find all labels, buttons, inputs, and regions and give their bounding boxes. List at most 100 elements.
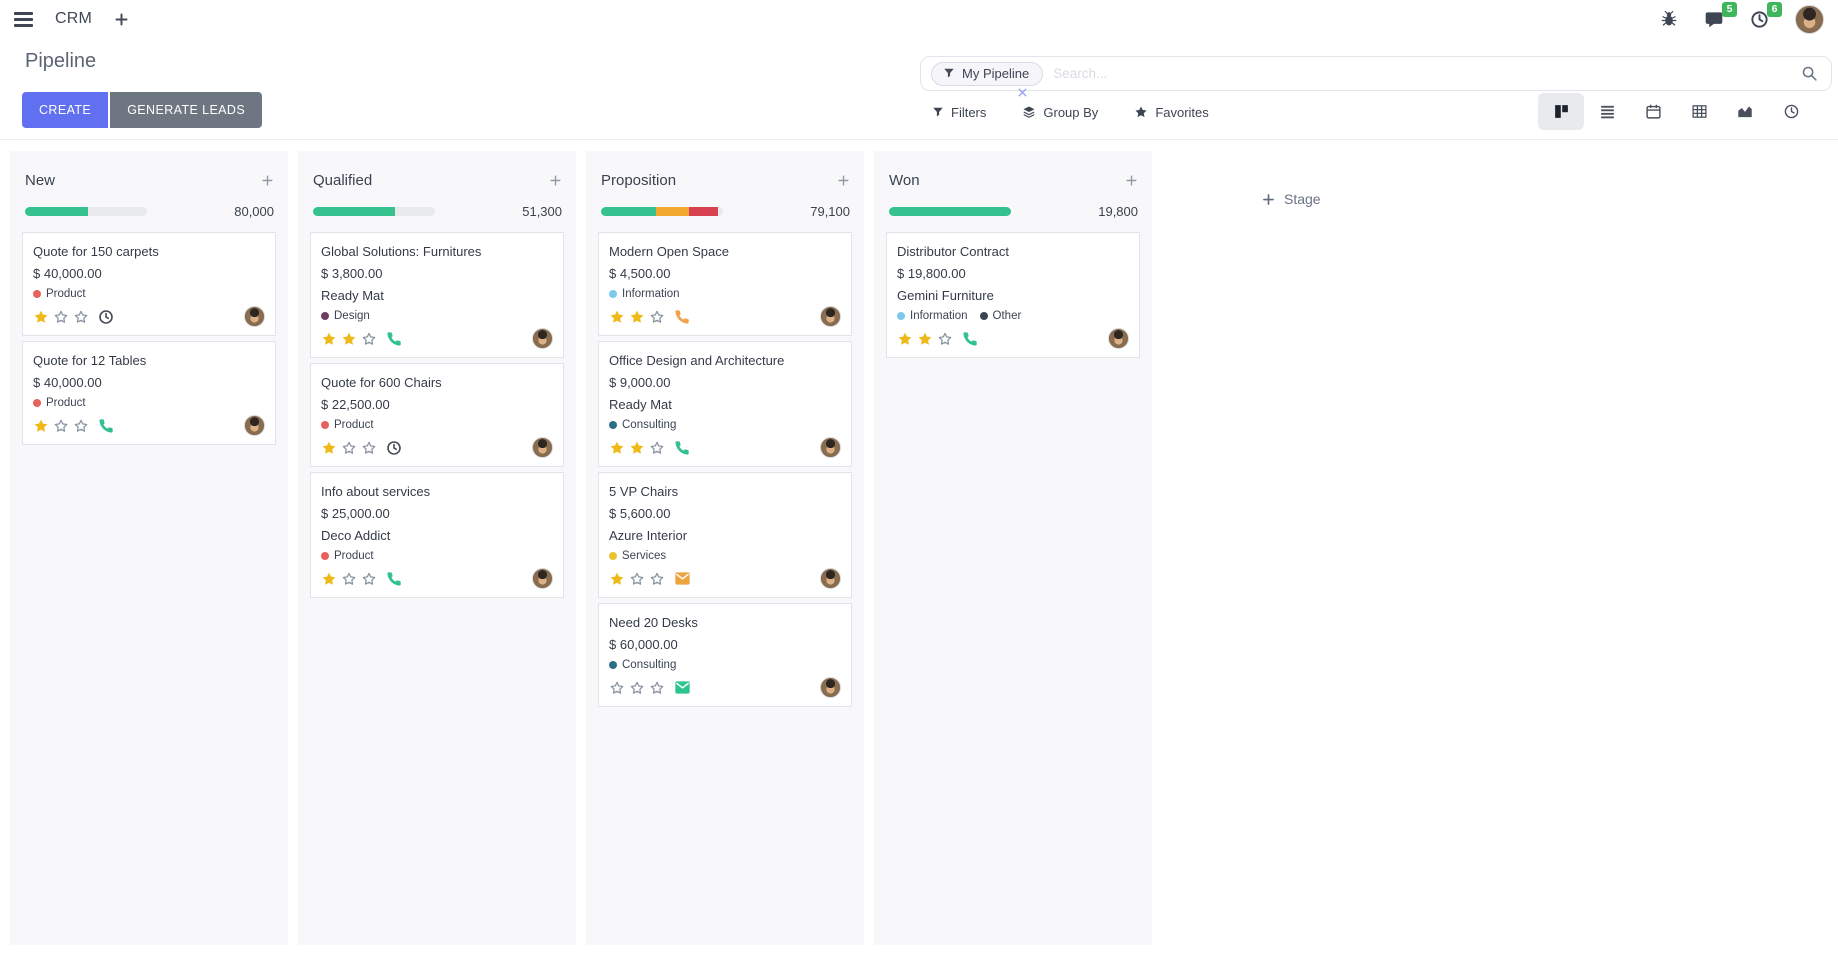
card-avatar[interactable]: [1108, 328, 1129, 349]
priority-star[interactable]: [321, 331, 337, 347]
priority-star[interactable]: [609, 440, 625, 456]
card-avatar[interactable]: [244, 415, 265, 436]
column-progressbar[interactable]: [601, 207, 723, 216]
activity-envelope-icon[interactable]: [674, 680, 691, 695]
activity-clock-icon[interactable]: [386, 440, 402, 456]
user-avatar[interactable]: [1795, 4, 1824, 34]
kanban-card[interactable]: Quote for 600 Chairs $ 22,500.00 Product: [310, 363, 564, 467]
progress-segment: [88, 207, 147, 216]
priority-star[interactable]: [649, 309, 665, 325]
kanban-card[interactable]: Distributor Contract $ 19,800.00 Gemini F…: [886, 232, 1140, 358]
priority-star[interactable]: [361, 331, 377, 347]
search-icon[interactable]: [1801, 65, 1818, 82]
priority-star[interactable]: [361, 571, 377, 587]
priority-star[interactable]: [629, 571, 645, 587]
priority-star[interactable]: [649, 680, 665, 696]
activity-phone-icon[interactable]: [962, 331, 978, 347]
view-graph-button[interactable]: [1722, 93, 1768, 130]
search-input[interactable]: [1043, 66, 1801, 81]
tag-dot: [321, 312, 329, 320]
column-quick-add-button[interactable]: [837, 174, 850, 187]
priority-star[interactable]: [73, 309, 89, 325]
priority-star[interactable]: [629, 680, 645, 696]
new-tab-plus-icon[interactable]: [114, 12, 129, 27]
card-avatar[interactable]: [820, 677, 841, 698]
priority-star[interactable]: [341, 331, 357, 347]
page-title: Pipeline: [25, 50, 97, 72]
view-calendar-button[interactable]: [1630, 93, 1676, 130]
activity-phone-icon[interactable]: [386, 331, 402, 347]
column-quick-add-button[interactable]: [549, 174, 562, 187]
priority-star[interactable]: [53, 418, 69, 434]
filter-facet-chip[interactable]: My Pipeline: [931, 61, 1044, 96]
kanban-card[interactable]: Global Solutions: Furnitures $ 3,800.00 R…: [310, 232, 564, 358]
card-amount: $ 3,800.00: [321, 266, 383, 281]
messages-count-badge: 5: [1722, 1, 1737, 17]
priority-star[interactable]: [341, 571, 357, 587]
column-quick-add-button[interactable]: [261, 174, 274, 187]
tag-label: Product: [46, 288, 86, 300]
kanban-card[interactable]: 5 VP Chairs $ 5,600.00 Azure Interior Ser…: [598, 472, 852, 598]
priority-star[interactable]: [629, 440, 645, 456]
kanban-card[interactable]: Info about services $ 25,000.00 Deco Addi…: [310, 472, 564, 598]
debug-bug-icon[interactable]: [1660, 10, 1678, 28]
apps-menu-icon[interactable]: [14, 11, 33, 27]
priority-star[interactable]: [53, 309, 69, 325]
view-pivot-button[interactable]: [1676, 93, 1722, 130]
kanban-card[interactable]: Office Design and Architecture $ 9,000.0…: [598, 341, 852, 467]
activity-phone-icon[interactable]: [98, 418, 114, 434]
activity-envelope-icon[interactable]: [674, 571, 691, 586]
card-avatar[interactable]: [532, 328, 553, 349]
column-progressbar[interactable]: [25, 207, 147, 216]
tag-dot: [979, 312, 988, 320]
kanban-card[interactable]: Need 20 Desks $ 60,000.00 Consulting: [598, 603, 852, 707]
facet-remove-icon[interactable]: [1017, 87, 1028, 98]
priority-star[interactable]: [937, 331, 953, 347]
kanban-card[interactable]: Quote for 150 carpets $ 40,000.00 Produc…: [22, 232, 276, 336]
priority-star[interactable]: [897, 331, 913, 347]
favorites-menu[interactable]: Favorites: [1134, 105, 1209, 120]
priority-star[interactable]: [33, 418, 49, 434]
app-name[interactable]: CRM: [55, 10, 93, 27]
group-by-menu[interactable]: Group By: [1022, 105, 1098, 120]
kanban-card[interactable]: Quote for 12 Tables $ 40,000.00 Product: [22, 341, 276, 445]
activities-button[interactable]: 6: [1750, 1, 1782, 29]
create-button[interactable]: CREATE: [22, 92, 109, 128]
priority-star[interactable]: [609, 680, 625, 696]
column-progressbar[interactable]: [313, 207, 435, 216]
filters-menu[interactable]: Filters: [932, 105, 986, 120]
card-avatar[interactable]: [532, 568, 553, 589]
priority-star[interactable]: [321, 571, 337, 587]
card-avatar[interactable]: [820, 306, 841, 327]
activity-clock-icon[interactable]: [98, 309, 114, 325]
card-avatar[interactable]: [820, 568, 841, 589]
activity-phone-icon[interactable]: [674, 440, 690, 456]
messages-button[interactable]: 5: [1704, 1, 1737, 29]
priority-star[interactable]: [917, 331, 933, 347]
card-avatar[interactable]: [532, 437, 553, 458]
activity-phone-icon[interactable]: [386, 571, 402, 587]
add-stage-button[interactable]: Stage: [1262, 191, 1321, 207]
column-quick-add-button[interactable]: [1125, 174, 1138, 187]
search-bar[interactable]: My Pipeline: [920, 56, 1832, 96]
priority-star[interactable]: [321, 440, 337, 456]
view-kanban-button[interactable]: [1538, 93, 1584, 130]
kanban-card[interactable]: Modern Open Space $ 4,500.00 Information: [598, 232, 852, 336]
priority-star[interactable]: [33, 309, 49, 325]
priority-star[interactable]: [649, 440, 665, 456]
view-list-button[interactable]: [1584, 93, 1630, 130]
priority-star[interactable]: [609, 309, 625, 325]
column-progressbar[interactable]: [889, 207, 1011, 216]
priority-star[interactable]: [629, 309, 645, 325]
activity-phone-icon[interactable]: [674, 309, 690, 325]
priority-star[interactable]: [609, 571, 625, 587]
card-avatar[interactable]: [820, 437, 841, 458]
priority-star[interactable]: [649, 571, 665, 587]
priority-star[interactable]: [341, 440, 357, 456]
view-activity-button[interactable]: [1768, 93, 1814, 130]
generate-leads-button[interactable]: GENERATE LEADS: [110, 92, 263, 128]
control-panel: Pipeline CREATE GENERATE LEADS My Pipeli…: [0, 38, 1838, 140]
priority-star[interactable]: [361, 440, 377, 456]
priority-star[interactable]: [73, 418, 89, 434]
card-avatar[interactable]: [244, 306, 265, 327]
